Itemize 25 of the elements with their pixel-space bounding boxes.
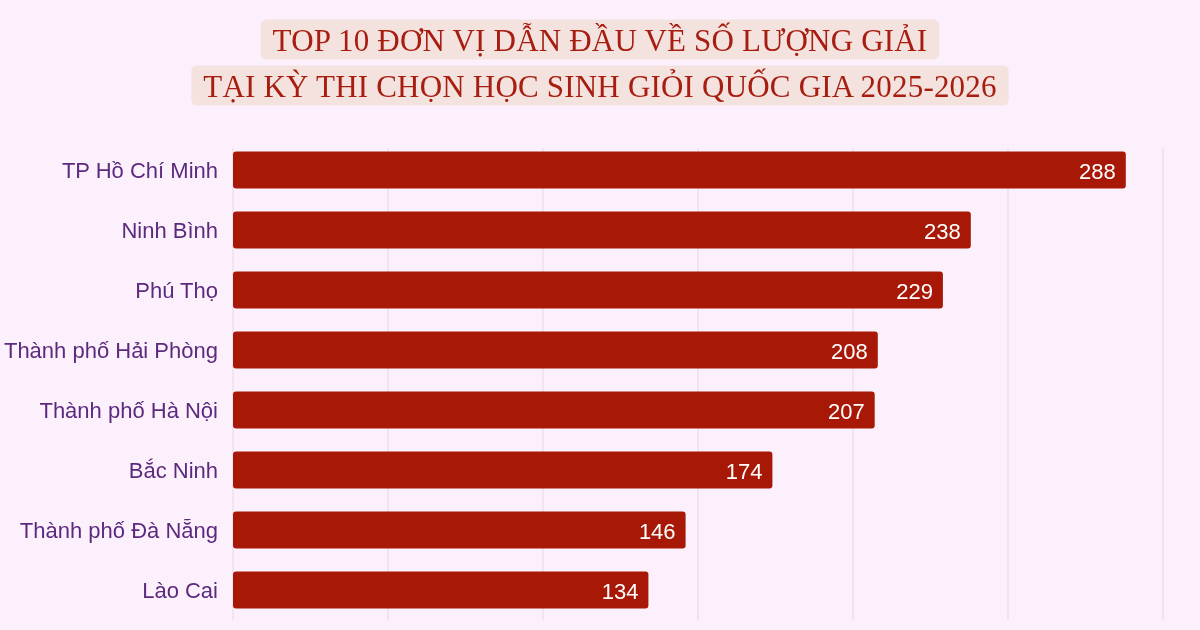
chart-title: TOP 10 ĐƠN VỊ DẪN ĐẦU VỀ SỐ LƯỢNG GIẢI TẠI KỲ THI CHỌN HỌC SINH GIỎI QUỐC GIA 2025-2026: [203, 21, 997, 104]
data-label: 146: [638, 518, 676, 544]
bar: [233, 511, 686, 549]
data-label: 207: [827, 398, 865, 424]
y-tick-label: Ninh Bình: [121, 217, 218, 243]
data-label: 134: [601, 578, 639, 604]
bar: [233, 451, 773, 489]
bar: [233, 391, 875, 429]
y-tick-label: Phú Thọ: [135, 277, 218, 303]
bar: [233, 151, 1126, 189]
y-tick-label: Bắc Ninh: [128, 457, 218, 483]
y-tick-label: Thành phố Hà Nội: [39, 397, 218, 423]
bar: [233, 211, 971, 249]
bar: [233, 271, 943, 309]
data-label: 238: [924, 218, 961, 244]
data-label: 208: [831, 338, 868, 364]
y-tick-label: Thành phố Hải Phòng: [3, 337, 218, 363]
y-tick-label: Lào Cai: [142, 577, 218, 603]
bar: [233, 331, 878, 369]
data-label: 288: [1079, 158, 1116, 184]
y-tick-label: TP Hồ Chí Minh: [61, 157, 218, 183]
data-label: 174: [725, 458, 763, 484]
y-tick-label: Thành phố Đà Nẵng: [19, 517, 218, 543]
data-label: 229: [896, 278, 933, 304]
bar: [233, 571, 649, 609]
